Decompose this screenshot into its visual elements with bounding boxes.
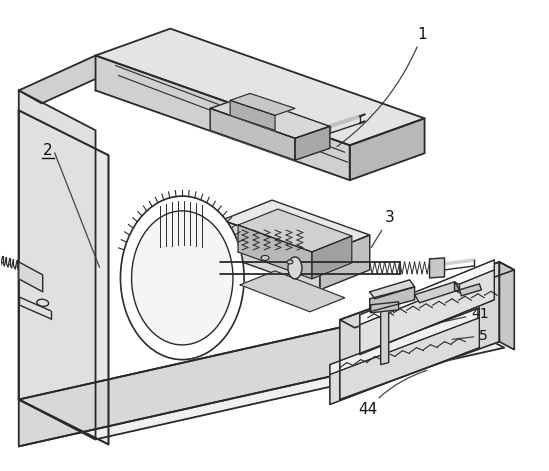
Polygon shape [230,93,295,115]
Polygon shape [238,225,312,279]
Polygon shape [320,235,369,290]
Polygon shape [19,56,119,104]
Ellipse shape [287,260,293,264]
Polygon shape [96,29,424,145]
Text: 2: 2 [43,143,53,158]
Ellipse shape [288,257,302,279]
Polygon shape [429,258,445,278]
Polygon shape [19,308,505,439]
Polygon shape [360,260,494,325]
Polygon shape [19,90,96,439]
Ellipse shape [261,255,269,260]
Polygon shape [19,262,43,292]
Polygon shape [455,282,460,293]
Polygon shape [340,262,500,399]
Polygon shape [96,56,350,180]
Polygon shape [312,236,352,279]
Ellipse shape [120,196,244,360]
Polygon shape [340,262,514,328]
Polygon shape [230,100,275,130]
Polygon shape [240,271,345,312]
Polygon shape [428,280,505,355]
Polygon shape [222,200,369,255]
Polygon shape [330,318,479,405]
Text: 4: 4 [422,290,465,309]
Polygon shape [369,287,414,312]
Text: 5: 5 [452,329,488,343]
Polygon shape [371,302,399,313]
Ellipse shape [37,299,49,306]
Polygon shape [414,282,460,303]
Polygon shape [380,308,389,365]
Polygon shape [295,126,330,160]
Polygon shape [19,308,428,447]
Polygon shape [350,118,424,180]
Polygon shape [238,209,352,252]
Polygon shape [222,220,320,290]
Polygon shape [19,110,109,444]
Text: 41: 41 [432,307,489,324]
Polygon shape [500,262,514,349]
Text: 45: 45 [470,286,497,300]
Polygon shape [460,284,481,296]
Ellipse shape [132,211,233,345]
Polygon shape [210,97,330,138]
Polygon shape [369,280,414,299]
Polygon shape [210,108,295,160]
Polygon shape [330,308,479,374]
Text: 1: 1 [337,26,427,146]
Polygon shape [360,270,494,355]
Text: 3: 3 [371,210,394,248]
Text: 44: 44 [358,370,427,417]
